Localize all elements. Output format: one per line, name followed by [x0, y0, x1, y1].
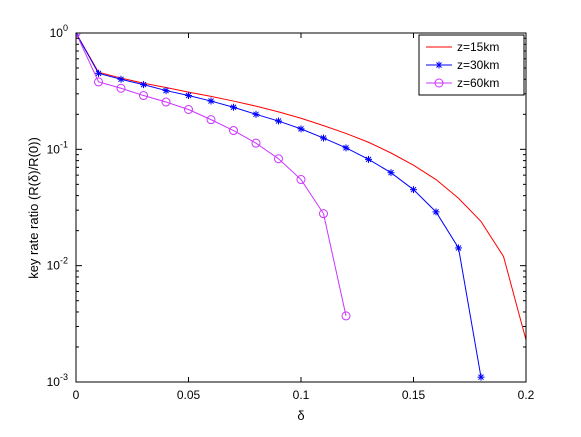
legend-marker: [434, 78, 444, 88]
data-point: [185, 92, 192, 100]
data-point: [162, 87, 170, 95]
legend-item: z=15km: [426, 40, 499, 54]
data-point: [95, 69, 102, 77]
legend-label: z=60km: [457, 76, 499, 90]
data-point: [207, 97, 215, 105]
x-tick-label: 0.2: [518, 388, 535, 402]
y-tick-base: 10: [47, 259, 61, 273]
y-axis-label: key rate ratio (R(δ)/R(0)): [26, 137, 41, 279]
data-point: [117, 75, 125, 83]
x-tick-label: 0.15: [402, 388, 426, 402]
x-tick-label: 0.1: [293, 388, 310, 402]
data-point: [252, 110, 260, 118]
y-tick-base: 10: [50, 26, 64, 40]
series-line: [76, 33, 526, 341]
x-tick-labels: 0 0.05 0.1 0.15 0.2: [73, 388, 535, 402]
series-2: [76, 33, 351, 321]
series-0: [76, 33, 526, 341]
legend-marker: [435, 61, 443, 69]
data-point: [342, 144, 350, 152]
legend-label: z=30km: [457, 58, 499, 72]
y-tick-exponent: -2: [60, 256, 68, 266]
data-point: [387, 169, 395, 177]
data-point: [251, 138, 261, 148]
data-point: [296, 175, 306, 185]
legend-item: z=60km: [426, 76, 499, 90]
y-tick-exponent: -1: [60, 139, 68, 149]
data-point: [320, 134, 327, 142]
data-point: [116, 83, 126, 93]
data-point: [206, 115, 216, 125]
x-tick-label: 0.05: [177, 388, 201, 402]
data-point: [140, 81, 147, 89]
y-tick-base: 10: [47, 375, 61, 389]
y-tick-label: 100: [50, 23, 68, 40]
x-tick-label: 0: [73, 388, 80, 402]
x-axis-label: δ: [297, 408, 304, 423]
data-point: [432, 208, 440, 216]
data-point: [410, 186, 417, 194]
data-point: [229, 126, 238, 136]
y-tick-label: 10-2: [47, 256, 68, 273]
series-line: [76, 33, 347, 317]
y-tick-base: 10: [47, 142, 61, 156]
data-point: [76, 33, 80, 37]
plot-frame: [75, 32, 527, 383]
series-layer: [76, 33, 526, 381]
data-point: [477, 373, 485, 381]
data-point: [341, 311, 351, 321]
y-tick-label: 10-3: [47, 372, 68, 389]
data-point: [139, 91, 148, 101]
legend-item: z=30km: [426, 58, 499, 72]
series-1: [76, 33, 485, 381]
y-tick-label: 10-1: [47, 139, 68, 156]
y-tick-exponent: -3: [60, 372, 68, 382]
data-point: [297, 125, 305, 133]
legend: z=15km z=30km z=60km: [418, 34, 525, 96]
data-point: [455, 244, 462, 252]
data-point: [94, 77, 103, 87]
data-point: [230, 103, 237, 111]
data-point: [184, 104, 193, 114]
y-tick-exponent: 0: [63, 23, 68, 33]
data-point: [275, 117, 282, 125]
data-point: [365, 155, 372, 163]
data-point: [161, 97, 171, 107]
legend-label: z=15km: [457, 40, 499, 54]
data-point: [274, 154, 283, 164]
data-point: [319, 209, 328, 219]
